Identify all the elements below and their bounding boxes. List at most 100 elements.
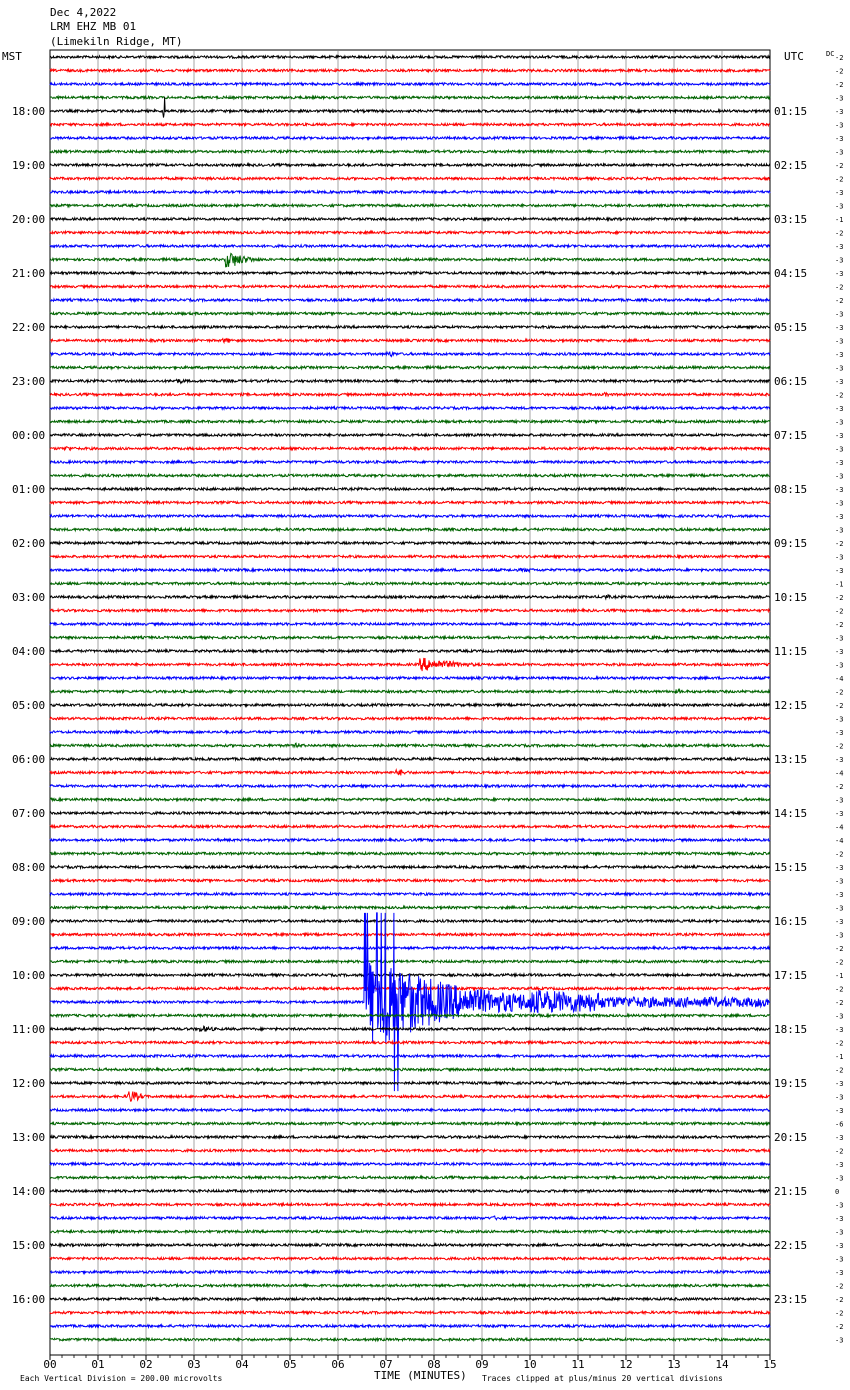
- utc-hour-label: 17:15: [774, 969, 807, 982]
- seismic-trace: [49, 1187, 771, 1195]
- x-tick-label: 03: [187, 1358, 200, 1371]
- trace-offset-value: -3: [835, 135, 843, 143]
- seismic-trace: [49, 188, 771, 196]
- trace-offset-value: -3: [835, 486, 843, 494]
- seismic-trace: [49, 67, 771, 74]
- trace-offset-value: -3: [835, 500, 843, 508]
- seismic-trace: [50, 1091, 771, 1102]
- trace-offset-value: -2: [835, 1040, 843, 1048]
- trace-offset-labels: -2 -2 -2 -3 -3 -3 -3 -3 -2 -2 -3 -3 -1 -2 -3 -3 -3 -2 -2 -3…: [835, 54, 843, 1345]
- mst-hour-label: 05:00: [12, 699, 45, 712]
- seismic-trace: [49, 1147, 771, 1154]
- seismic-trace: [49, 459, 771, 466]
- vertical-division-note: Each Vertical Division = 200.00 microvol…: [20, 1374, 222, 1383]
- seismic-trace: [49, 918, 770, 925]
- mst-hour-label: 20:00: [12, 213, 45, 226]
- seismic-trace: [49, 472, 771, 479]
- seismic-trace: [49, 809, 771, 817]
- trace-offset-value: -2: [835, 621, 843, 629]
- mst-hour-label: 06:00: [12, 753, 45, 766]
- trace-offset-value: -3: [835, 1080, 843, 1088]
- mst-hour-label: 18:00: [12, 105, 45, 118]
- trace-offset-value: -2: [835, 851, 843, 859]
- trace-offset-value: -3: [835, 756, 843, 764]
- utc-hour-labels: 01:15 02:15 03:15 04:15 05:15 06:15 07:15 08:15…: [774, 105, 807, 1306]
- seismic-trace: [49, 310, 771, 317]
- seismic-trace: [49, 877, 771, 884]
- x-tick-label: 10: [523, 1358, 536, 1371]
- trace-offset-value: -3: [835, 270, 843, 278]
- trace-offset-value: -3: [835, 432, 843, 440]
- seismic-trace: [49, 364, 771, 371]
- trace-offset-value: -3: [835, 365, 843, 373]
- seismic-trace: [49, 175, 771, 182]
- x-tick-label: 07: [379, 1358, 392, 1371]
- seismic-trace: [49, 539, 771, 547]
- seismic-trace: [49, 1012, 771, 1019]
- trace-offset-value: -3: [835, 891, 843, 899]
- seismic-trace: [49, 202, 771, 209]
- trace-offset-value: -4: [835, 675, 843, 683]
- trace-offset-value: -2: [835, 284, 843, 292]
- utc-hour-label: 08:15: [774, 483, 807, 496]
- seismic-trace: [49, 593, 771, 601]
- utc-hour-label: 10:15: [774, 591, 807, 604]
- trace-offset-value: -3: [835, 1337, 843, 1345]
- seismic-trace: [49, 904, 770, 911]
- trace-offset-value: -2: [835, 392, 843, 400]
- utc-hour-label: 16:15: [774, 915, 807, 928]
- x-tick-label: 06: [331, 1358, 344, 1371]
- trace-offset-value: -2: [835, 54, 843, 62]
- mst-hour-label: 22:00: [12, 321, 45, 334]
- trace-offset-value: -3: [835, 1107, 843, 1115]
- trace-offset-value: -2: [835, 176, 843, 184]
- trace-offset-value: -3: [835, 1256, 843, 1264]
- mst-hour-label: 08:00: [12, 861, 45, 874]
- header-station: LRM EHZ MB 01: [50, 20, 136, 33]
- seismic-trace: [49, 674, 771, 682]
- seismic-trace: [49, 1053, 771, 1060]
- trace-offset-value: -2: [835, 540, 843, 548]
- trace-offset-value: -3: [835, 797, 843, 805]
- seismic-trace: [49, 715, 771, 722]
- x-axis-title: TIME (MINUTES): [374, 1369, 467, 1382]
- utc-hour-label: 19:15: [774, 1077, 807, 1090]
- trace-offset-value: -3: [835, 1202, 843, 1210]
- seismic-trace: [49, 229, 771, 236]
- seismic-trace: [49, 404, 771, 412]
- right-timezone-label: UTC: [784, 50, 804, 63]
- seismic-trace: [49, 1322, 771, 1330]
- seismic-trace: [49, 121, 771, 128]
- seismic-trace: [49, 296, 771, 304]
- x-tick-label: 02: [139, 1358, 152, 1371]
- seismic-trace: [49, 526, 770, 533]
- utc-hour-label: 02:15: [774, 159, 807, 172]
- trace-offset-value: -3: [835, 257, 843, 265]
- trace-offset-value: -2: [835, 81, 843, 89]
- trace-offset-value: -3: [835, 1013, 843, 1021]
- trace-offset-value: -2: [835, 230, 843, 238]
- seismic-trace: [49, 755, 771, 763]
- utc-hour-label: 04:15: [774, 267, 807, 280]
- mst-hour-label: 21:00: [12, 267, 45, 280]
- x-tick-label: 12: [619, 1358, 632, 1371]
- seismic-trace: [49, 252, 771, 268]
- seismic-trace: [49, 944, 771, 952]
- mst-hour-labels: 18:00 19:00 20:00 21:00 22:00 23:00 00:00 01:00…: [12, 105, 45, 1306]
- trace-offset-value: -2: [835, 783, 843, 791]
- seismic-trace: [49, 283, 771, 290]
- trace-offset-value: -3: [835, 864, 843, 872]
- header-date: Dec 4,2022: [50, 6, 116, 19]
- mst-hour-label: 15:00: [12, 1239, 45, 1252]
- trace-offset-value: -3: [835, 405, 843, 413]
- seismic-trace: [49, 657, 771, 672]
- x-tick-label: 09: [475, 1358, 488, 1371]
- mst-hour-label: 02:00: [12, 537, 45, 550]
- utc-hour-label: 15:15: [774, 861, 807, 874]
- mst-hour-label: 11:00: [12, 1023, 45, 1036]
- seismic-trace: [49, 499, 771, 506]
- trace-offset-value: -2: [835, 68, 843, 76]
- trace-offset-value: -2: [835, 999, 843, 1007]
- seismic-trace: [49, 607, 771, 614]
- trace-offset-value: -2: [835, 1283, 843, 1291]
